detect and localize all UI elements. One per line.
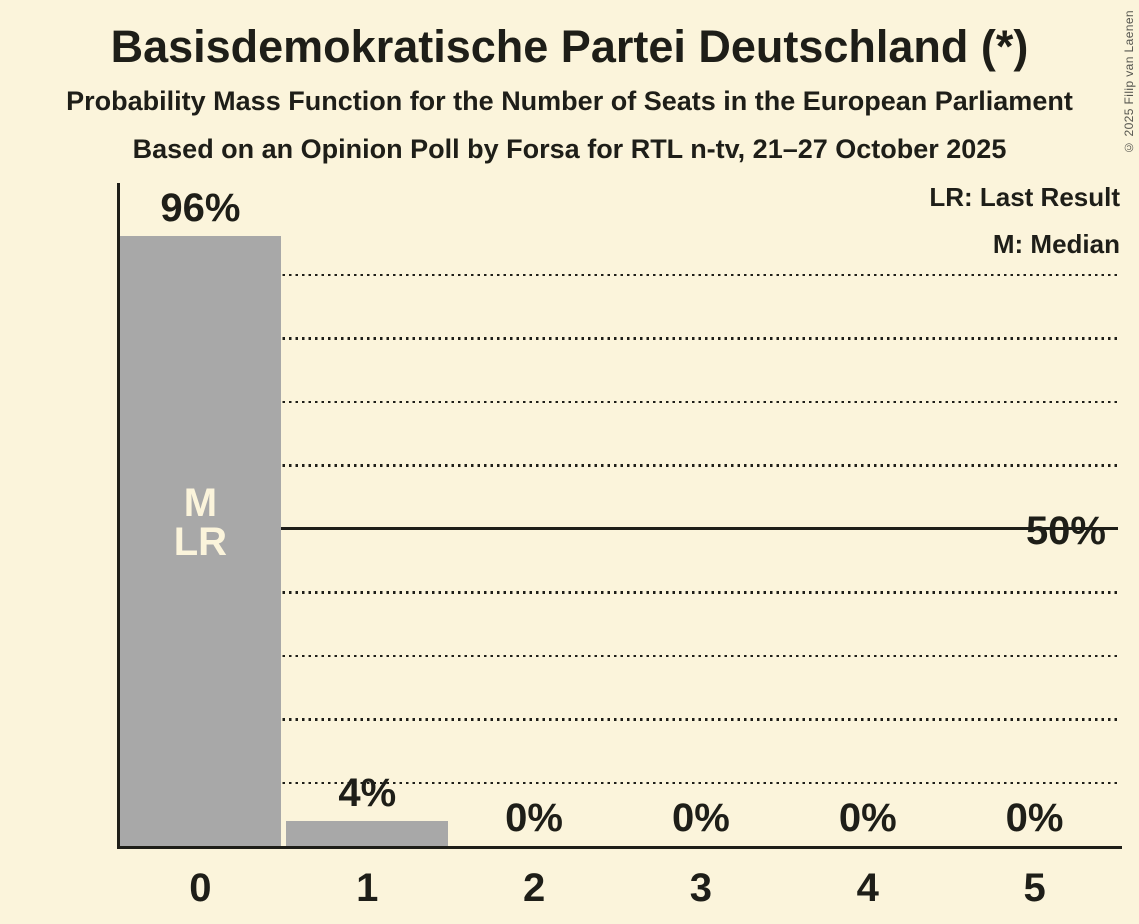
- x-axis-line: [117, 846, 1122, 849]
- bar-seats-0: [119, 236, 282, 846]
- x-tick-label: 5: [1023, 866, 1046, 910]
- chart-poll-info: Based on an Opinion Poll by Forsa for RT…: [132, 134, 1007, 164]
- gridline-20pct: [120, 718, 1118, 721]
- x-tick-label: 0: [189, 866, 212, 910]
- legend-median: M: Median: [992, 229, 1120, 259]
- gridline-80pct: [120, 337, 1118, 340]
- legend: LR: Last Result M: Median: [929, 183, 1120, 259]
- gridline-10pct: [120, 781, 1118, 784]
- bar-seats-1: [286, 821, 449, 846]
- y-axis-tick-label: 50%: [1025, 509, 1106, 553]
- y-axis-line: [117, 183, 120, 849]
- chart-subtitle: Probability Mass Function for the Number…: [66, 86, 1073, 116]
- bar-value-label: 0%: [505, 796, 563, 840]
- gridline-60pct: [120, 464, 1118, 467]
- gridline-40pct: [120, 591, 1118, 594]
- bar-value-label: 0%: [672, 796, 730, 840]
- x-tick-label: 3: [689, 866, 713, 910]
- chart-title: Basisdemokratische Partei Deutschland (*…: [110, 21, 1029, 72]
- gridline-30pct: [120, 654, 1118, 657]
- gridline-50pct: [120, 527, 1118, 530]
- x-tick-label: 4: [856, 866, 879, 910]
- bar-value-label: 0%: [1005, 796, 1064, 840]
- gridline-70pct: [120, 400, 1118, 403]
- x-tick-label: 2: [522, 866, 546, 910]
- x-tick-label: 1: [356, 866, 379, 910]
- bar-annotation-median-lastresult: M LR: [119, 481, 281, 564]
- bar-value-label: 4%: [338, 771, 397, 815]
- gridline-90pct: [120, 273, 1118, 276]
- bar-value-label: 96%: [160, 186, 241, 230]
- legend-last-result: LR: Last Result: [929, 182, 1120, 212]
- bar-value-label: 0%: [838, 796, 897, 840]
- annotation-label-m: M: [183, 481, 218, 525]
- annotation-label-lr: LR: [173, 520, 228, 564]
